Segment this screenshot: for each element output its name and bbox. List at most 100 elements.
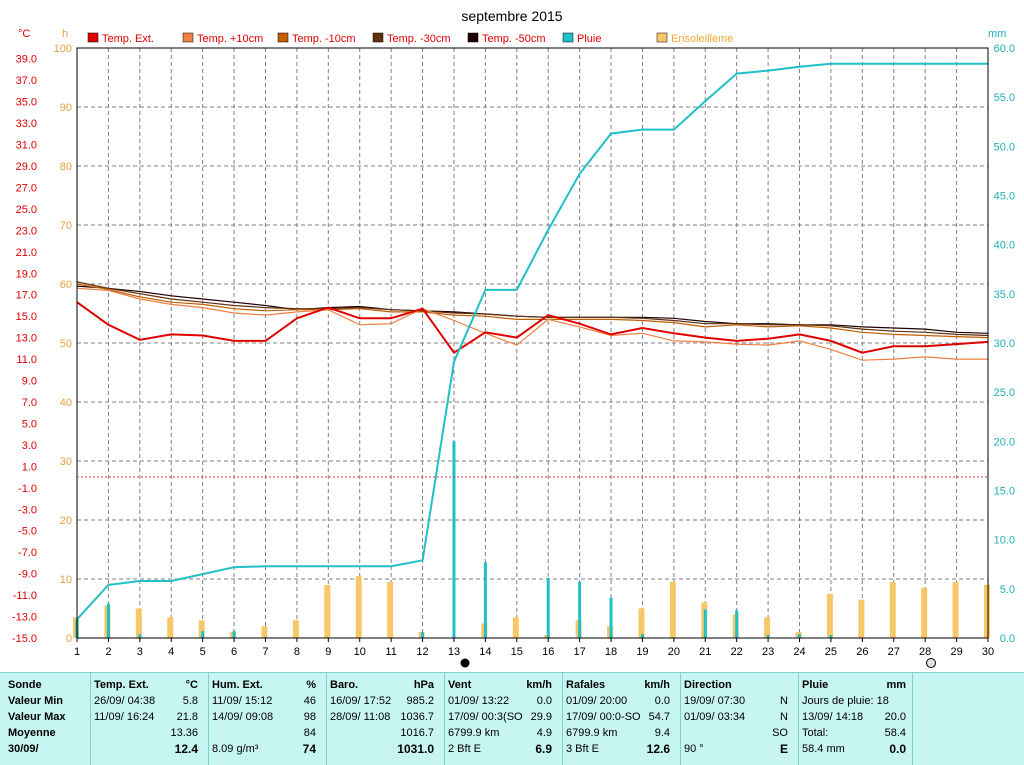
bars-layer (73, 441, 990, 638)
vent-title: Vent (448, 679, 472, 691)
x-tick-label: 8 (294, 646, 300, 658)
hum-max-date: 14/09/ 09:08 (212, 711, 274, 723)
temp-line (76, 281, 989, 337)
hum-column: Hum. Ext. % 11/09/ 15:12 46 14/09/ 09:08… (208, 673, 316, 765)
temp-tick-label: 29.0 (16, 161, 37, 173)
sunshine-bar (952, 581, 959, 638)
sunshine-bar (921, 587, 928, 638)
temp-tick-label: 11.0 (16, 354, 37, 366)
legend-label: Temp. -10cm (292, 33, 356, 45)
chart-grid (77, 48, 988, 638)
x-tick-label: 4 (168, 646, 174, 658)
legend-swatch (182, 32, 194, 43)
temp-line (76, 283, 989, 339)
rafales-column: Rafales km/h 01/09/ 20:00 0.0 17/09/ 00:… (562, 673, 670, 765)
rafales-distance: 6799.9 km (566, 727, 618, 739)
rain-daily-bar (829, 635, 833, 638)
label-moyenne: Moyenne (8, 727, 56, 739)
direction-moyenne: SO (772, 727, 788, 739)
label-date: 30/09/ (8, 743, 39, 755)
baro-title: Baro. (330, 679, 359, 691)
pluie-column: Pluie mm Jours de pluie: 18 13/09/ 14:18… (798, 673, 906, 765)
rain-daily-bar (766, 635, 770, 638)
sunshine-bar (826, 593, 833, 638)
x-tick-label: 17 (573, 646, 585, 658)
temp-tick-label: 13.0 (16, 333, 37, 345)
rafales-moyenne: 9.4 (654, 727, 670, 739)
x-tick-label: 18 (605, 646, 617, 658)
temp-tick-label: 37.0 (16, 75, 37, 87)
rain-tick-label: 50.0 (994, 141, 1015, 153)
axis-ticks: 1 2 3 4 5 6 7 8 9 10 11 12 13 14 15 16 17 18 19 20 21 22 23 24 2… (12, 43, 1015, 658)
baro-moyenne: 1016.7 (400, 727, 434, 739)
hours-tick-label: 50 (60, 338, 72, 350)
temp-tick-label: -3.0 (18, 504, 37, 516)
temp-tick-label: -5.0 (18, 526, 37, 538)
sunshine-bar (638, 608, 645, 638)
full-moon-icon (926, 658, 936, 668)
direction-min-date: 19/09/ 07:30 (684, 695, 746, 707)
temp-tick-label: -13.0 (12, 612, 37, 624)
temp-tick-label: 25.0 (16, 204, 37, 216)
x-tick-label: 12 (416, 646, 428, 658)
temp-tick-label: 23.0 (16, 225, 37, 237)
temp-unit: °C (185, 679, 198, 691)
baro-min: 985.2 (406, 695, 434, 707)
sunshine-bar (198, 620, 205, 638)
x-tick-label: 14 (479, 646, 491, 658)
sunshine-bar (387, 581, 394, 638)
chart-title: septembre 2015 (461, 8, 562, 24)
rain-daily-bar (798, 634, 802, 638)
legend-swatch (656, 32, 668, 43)
pluie-current: 0.0 (889, 742, 906, 756)
labels-column: Sonde Valeur Min Valeur Max Moyenne 30/0… (8, 677, 88, 761)
rain-cumulative-line (76, 62, 988, 620)
x-tick-label: 29 (950, 646, 962, 658)
empty-column (912, 673, 1016, 765)
temp-tick-label: 39.0 (16, 54, 37, 66)
rain-tick-label: 10.0 (994, 535, 1015, 547)
temp-tick-label: 1.0 (22, 461, 37, 473)
sunshine-bar (135, 608, 142, 638)
hours-tick-label: 60 (60, 279, 72, 291)
hours-tick-label: 0 (66, 633, 72, 645)
rain-tick-label: 25.0 (994, 387, 1015, 399)
hours-tick-label: 70 (60, 220, 72, 232)
pluie-cumulative: 58.4 mm (802, 743, 845, 755)
temp-tick-label: -7.0 (18, 547, 37, 559)
x-tick-label: 26 (856, 646, 868, 658)
baro-min-date: 16/09/ 17:52 (330, 695, 392, 707)
pluie-unit: mm (886, 679, 906, 691)
rain-tick-label: 20.0 (994, 436, 1015, 448)
rafales-max-date: 17/09/ 00:0-SO (566, 711, 641, 723)
rafales-min: 0.0 (654, 695, 670, 707)
temp-current: 12.4 (174, 742, 198, 756)
temp-min-date: 26/09/ 04:38 (94, 695, 156, 707)
pluie-max-date: 13/09/ 14:18 (802, 711, 864, 723)
x-tick-label: 30 (982, 646, 994, 658)
hours-axis-unit: h (62, 28, 68, 40)
plot-frame (76, 47, 989, 639)
rafales-max: 54.7 (648, 711, 670, 723)
direction-column: Direction 19/09/ 07:30 N 01/09/ 03:34 N … (680, 673, 788, 765)
lines-layer (76, 62, 989, 620)
x-tick-label: 16 (542, 646, 554, 658)
temp-tick-label: -11.0 (13, 590, 37, 602)
direction-min: N (780, 695, 788, 707)
hours-tick-label: 40 (60, 397, 72, 409)
temp-tick-label: 33.0 (16, 118, 37, 130)
vent-beaufort: 2 Bft E (448, 743, 482, 755)
hours-tick-label: 90 (60, 102, 72, 114)
rain-axis-unit: mm (988, 28, 1006, 40)
rain-daily-bar (578, 581, 582, 638)
rain-tick-label: 45.0 (994, 191, 1015, 203)
rafales-current: 12.6 (646, 742, 670, 756)
sunshine-bar (324, 584, 331, 638)
rain-daily-bar (232, 631, 236, 638)
new-moon-icon (460, 658, 470, 668)
rain-daily-bar (452, 441, 456, 638)
hum-title: Hum. Ext. (212, 679, 263, 691)
temp-tick-label: 15.0 (16, 311, 37, 323)
direction-title: Direction (684, 679, 732, 691)
vent-max-date: 17/09/ 00:3(SO (448, 711, 523, 723)
